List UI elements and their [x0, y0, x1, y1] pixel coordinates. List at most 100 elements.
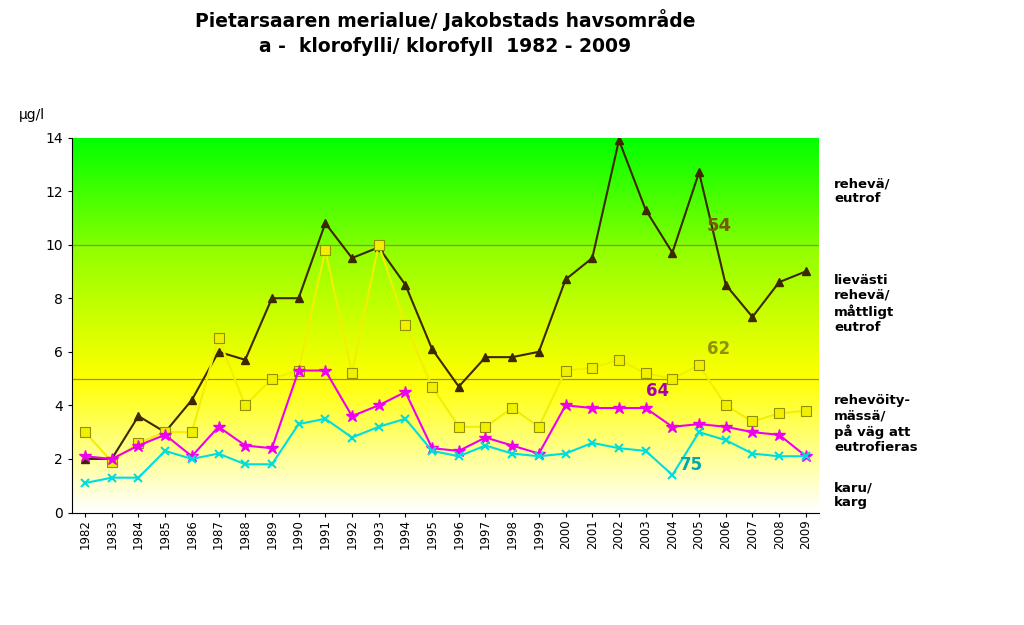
Bar: [72, 447, 819, 448]
Bar: [72, 386, 819, 387]
Text: a -  klorofylli/ klorofyll  1982 - 2009: a - klorofylli/ klorofyll 1982 - 2009: [259, 38, 632, 56]
Bar: [72, 347, 819, 348]
Bar: [72, 487, 819, 488]
Bar: [72, 444, 819, 445]
Bar: [72, 485, 819, 486]
Bar: [72, 288, 819, 289]
Bar: [72, 404, 819, 405]
Bar: [72, 432, 819, 434]
Bar: [72, 495, 819, 496]
Bar: [72, 291, 819, 292]
Bar: [72, 301, 819, 302]
Bar: [72, 259, 819, 260]
Bar: [72, 381, 819, 382]
Bar: [72, 443, 819, 444]
Bar: [72, 334, 819, 335]
Bar: [72, 419, 819, 420]
Bar: [72, 344, 819, 345]
Bar: [72, 442, 819, 443]
Bar: [72, 508, 819, 509]
Bar: [72, 293, 819, 294]
Bar: [72, 505, 819, 506]
Bar: [72, 472, 819, 473]
Bar: [72, 420, 819, 421]
Bar: [72, 480, 819, 481]
Bar: [72, 449, 819, 450]
Bar: [72, 437, 819, 438]
Bar: [72, 467, 819, 468]
Bar: [72, 452, 819, 453]
Bar: [72, 402, 819, 403]
Bar: [72, 463, 819, 464]
Bar: [72, 308, 819, 309]
Text: 54: 54: [708, 217, 732, 235]
Bar: [72, 459, 819, 460]
Bar: [72, 330, 819, 331]
Bar: [72, 322, 819, 323]
Bar: [72, 453, 819, 454]
Bar: [72, 430, 819, 431]
Bar: [72, 323, 819, 324]
Bar: [72, 297, 819, 298]
Bar: [72, 385, 819, 386]
Bar: [72, 319, 819, 320]
Bar: [72, 417, 819, 418]
Bar: [72, 383, 819, 384]
Bar: [72, 350, 819, 351]
Bar: [72, 256, 819, 257]
Text: rehevöity-
mässä/
på väg att
eutrofieras: rehevöity- mässä/ på väg att eutrofieras: [835, 394, 918, 454]
Bar: [72, 257, 819, 258]
Bar: [72, 272, 819, 274]
Bar: [72, 392, 819, 393]
Bar: [72, 365, 819, 366]
Bar: [72, 431, 819, 432]
Bar: [72, 341, 819, 342]
Bar: [72, 438, 819, 439]
Bar: [72, 266, 819, 267]
Bar: [72, 441, 819, 442]
Bar: [72, 492, 819, 493]
Bar: [72, 393, 819, 394]
Bar: [72, 462, 819, 463]
Bar: [72, 401, 819, 402]
Bar: [72, 338, 819, 339]
Text: rehevä/
eutrof: rehevä/ eutrof: [835, 177, 891, 205]
Bar: [72, 333, 819, 334]
Bar: [72, 471, 819, 472]
Bar: [72, 424, 819, 425]
Bar: [72, 305, 819, 306]
Bar: [72, 336, 819, 337]
Bar: [72, 446, 819, 447]
Bar: [72, 249, 819, 250]
Bar: [72, 279, 819, 280]
Bar: [72, 454, 819, 455]
Bar: [72, 269, 819, 270]
Bar: [72, 313, 819, 314]
Bar: [72, 400, 819, 401]
Bar: [72, 379, 819, 380]
Bar: [72, 363, 819, 364]
Bar: [72, 292, 819, 293]
Bar: [72, 408, 819, 409]
Bar: [72, 327, 819, 328]
Bar: [72, 278, 819, 279]
Bar: [72, 271, 819, 272]
Bar: [72, 366, 819, 367]
Bar: [72, 304, 819, 305]
Text: Pietarsaaren merialue/ Jakobstads havsområde: Pietarsaaren merialue/ Jakobstads havsom…: [196, 9, 695, 31]
Bar: [72, 317, 819, 318]
Bar: [72, 329, 819, 330]
Bar: [72, 506, 819, 507]
Text: 62: 62: [708, 341, 730, 359]
Bar: [72, 250, 819, 251]
Bar: [72, 258, 819, 259]
Bar: [72, 413, 819, 414]
Bar: [72, 458, 819, 459]
Bar: [72, 498, 819, 499]
Bar: [72, 511, 819, 512]
Bar: [72, 418, 819, 419]
Bar: [72, 403, 819, 404]
Bar: [72, 426, 819, 427]
Bar: [72, 389, 819, 390]
Bar: [72, 316, 819, 317]
